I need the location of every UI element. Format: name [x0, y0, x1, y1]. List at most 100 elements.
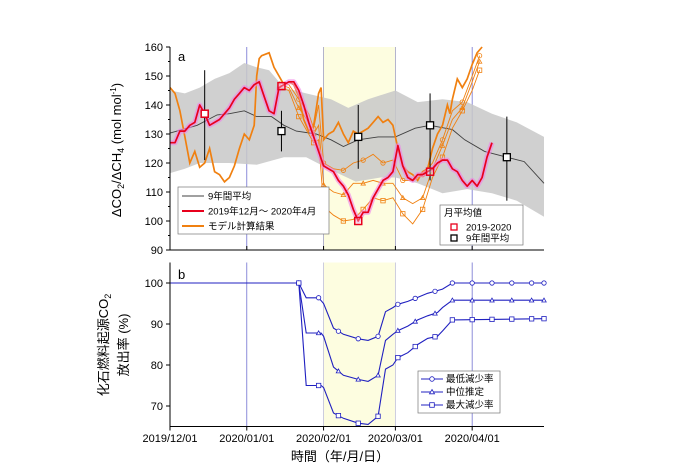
legend-monthly: 月平均値 2019-2020 9年間平均 [439, 204, 524, 246]
data-point-mid [375, 372, 381, 378]
data-point-model-low [360, 157, 366, 163]
data-point-max [412, 343, 418, 350]
legend-entry-max: 最大減少率 [446, 399, 494, 411]
series-line-model-low [278, 55, 481, 181]
data-point-min [509, 280, 515, 286]
data-point-model-high [477, 67, 483, 73]
panel-a: 90 100 110 120 130 140 150 160 [145, 42, 545, 257]
data-point-model-mid [360, 180, 367, 186]
legend-monthly-box [439, 204, 524, 246]
legend-entry-obs: 2019年12月～ 2020年4月 [208, 206, 316, 218]
y-tick-label-a: 150 [145, 71, 163, 83]
x-tick-label: 2019/12/01 [142, 433, 197, 445]
legend-marker-square [429, 402, 435, 408]
data-point-min [395, 301, 401, 307]
y-tick-label-a: 130 [145, 129, 163, 141]
data-point-min [335, 328, 342, 334]
monthly-mean-2019-2020-marker [200, 109, 209, 118]
monthly-mean-2019-2020-marker [425, 167, 435, 176]
data-point-mid [489, 297, 495, 303]
panel-b-label: b [178, 267, 185, 282]
data-point-mid [412, 318, 419, 324]
legend-entry-mid: 中位推定 [446, 386, 485, 398]
y-tick-label-b: 70 [151, 401, 163, 413]
data-point-max [509, 316, 515, 322]
x-tick-label: 2020/01/01 [219, 433, 274, 445]
data-point-model-low [340, 167, 346, 173]
data-point-min [449, 280, 455, 286]
data-point-min [489, 280, 495, 286]
data-point-min [529, 280, 535, 286]
data-point-model-high [340, 218, 346, 224]
data-point-model-high [296, 114, 302, 120]
legend-entry-mean: 9年間平均 [208, 191, 251, 203]
data-point-max [449, 317, 455, 323]
legend-swatch-monthly-2019-2020 [450, 223, 458, 231]
monthly-mean-9yr-marker [354, 132, 363, 142]
legend-marker-triangle [428, 388, 436, 395]
data-point-mid [432, 310, 438, 316]
data-point-min [412, 295, 418, 301]
y-tick-label-a: 160 [145, 42, 163, 54]
monthly-mean-2019-2020-marker [353, 216, 363, 226]
data-point-max [316, 382, 322, 389]
x-axis-label: 時間（年/月/日） [291, 449, 389, 464]
data-point-mid [449, 297, 456, 303]
data-point-max [489, 316, 495, 322]
panel-a-y-axis-label: ΔCO2/ΔCH4 (mol mol-1) [109, 83, 126, 217]
legend-a: 9年間平均 2019年12月～ 2020年4月 モデル計算結果 [177, 186, 330, 235]
data-point-model-mid [419, 194, 426, 200]
data-point-model-mid [295, 104, 302, 111]
data-point-max [469, 317, 475, 323]
data-point-model-mid [399, 194, 406, 200]
data-point-model-high [380, 198, 386, 204]
series-line-9yr-mean [169, 110, 545, 184]
data-point-max [432, 334, 438, 340]
data-point-max [541, 316, 547, 322]
y-tick-label-a: 90 [151, 245, 163, 257]
highlight-period-b [323, 262, 396, 427]
data-point-min [541, 280, 547, 286]
y-tick-label-b: 100 [145, 278, 163, 290]
panel-b: 70 80 90 100 2019/12/01 2020/01/01 2020/02/01 2… [142, 262, 547, 445]
data-point-max [335, 413, 342, 419]
data-point-max [355, 420, 361, 426]
data-point-model-mid [340, 191, 347, 198]
data-point-min [432, 288, 438, 294]
legend-monthly-title: 月平均値 [444, 207, 483, 219]
y-tick-label-a: 120 [145, 158, 163, 170]
monthly-mean-2019-2020-marker [277, 81, 286, 91]
y-tick-label-a: 100 [145, 216, 163, 228]
data-point-model-low [380, 160, 386, 166]
data-point-max [375, 413, 381, 419]
y-tick-label-b: 90 [151, 319, 163, 331]
legend-entry-model: モデル計算結果 [208, 221, 275, 233]
y-tick-label-a: 110 [145, 187, 163, 199]
data-point-model-mid [320, 181, 327, 187]
data-point-model-low [477, 53, 483, 59]
data-point-min [355, 336, 361, 342]
y-tick-label-b: 80 [151, 360, 163, 372]
data-point-mid [541, 297, 547, 303]
legend-entry-monthly-2019-2020: 2019-2020 [466, 223, 511, 234]
data-point-mid [355, 376, 362, 382]
x-tick-label: 2020/03/01 [368, 433, 423, 445]
monthly-mean-9yr-marker [502, 153, 511, 162]
monthly-mean-9yr-marker [277, 126, 286, 136]
panel-b-y-axis-label-line2: 放出率 (%) [116, 314, 131, 377]
data-point-mid [394, 327, 401, 333]
data-point-mid [469, 297, 476, 303]
data-point-max [296, 280, 302, 286]
series-line-obs [170, 80, 493, 222]
data-point-model-high [459, 108, 465, 114]
data-point-model-mid [476, 58, 483, 64]
series-line-model [169, 46, 483, 184]
panel-b-y-axis-label-line1: 化石燃料起源CO2 [96, 294, 113, 397]
data-point-min [375, 333, 381, 339]
data-point-max [395, 355, 401, 361]
panel-a-label: a [178, 49, 186, 64]
data-point-mid [315, 329, 322, 336]
data-point-model-high [420, 206, 426, 212]
data-point-model-low [400, 177, 406, 183]
